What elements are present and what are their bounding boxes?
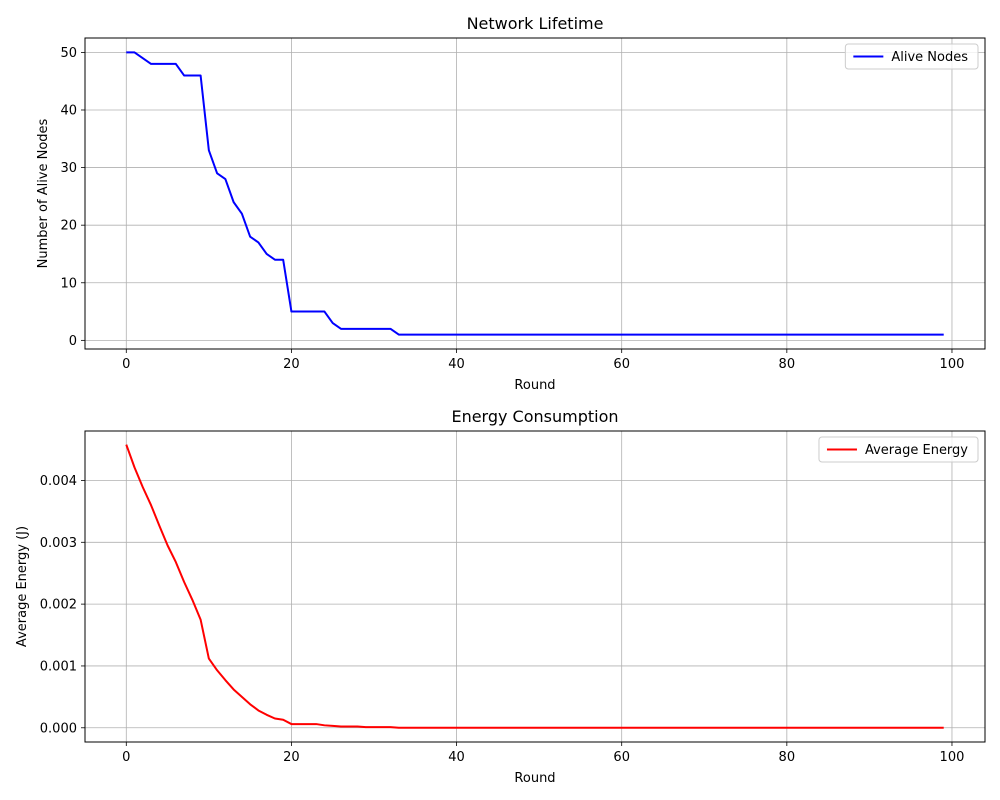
legend-label: Alive Nodes [891, 50, 968, 65]
x-axis-ticks: 0 20 40 60 80 100 [122, 349, 964, 372]
x-tick-label: 80 [779, 357, 796, 372]
grid [85, 38, 985, 349]
x-tick-label: 20 [283, 750, 300, 765]
y-tick-label: 40 [60, 103, 77, 118]
y-tick-label: 20 [60, 219, 77, 234]
plot-frame [84, 37, 986, 350]
legend-box [844, 43, 979, 70]
y-axis-ticks: 0 10 20 30 40 50 [60, 46, 85, 349]
legend-label: Average Energy [865, 443, 968, 458]
x-tick-label: 60 [613, 357, 630, 372]
x-tick-label: 100 [940, 750, 965, 765]
chart-title: Energy Consumption [451, 407, 618, 426]
series-line [125, 444, 944, 729]
x-tick-label: 0 [122, 357, 130, 372]
legend: Average Energy [818, 436, 979, 463]
x-tick-label: 20 [283, 357, 300, 372]
chart-title: Network Lifetime [467, 14, 604, 33]
y-tick-label: 50 [60, 46, 77, 61]
x-tick-label: 40 [448, 750, 465, 765]
chart-energy-consumption: 0 20 40 60 80 100 0.000 0.001 0.002 0.003 0.004 E… [15, 407, 986, 786]
plot-area [85, 431, 985, 742]
x-tick-label: 0 [122, 750, 130, 765]
y-tick-label: 0.004 [40, 474, 77, 489]
x-tick-label: 100 [940, 357, 965, 372]
legend-box [818, 436, 979, 463]
x-axis-label: Round [514, 771, 555, 786]
series-lines [126, 51, 944, 336]
y-tick-label: 30 [60, 161, 77, 176]
y-axis-label: Average Energy (J) [15, 526, 30, 647]
x-axis-label: Round [514, 378, 555, 393]
x-tick-label: 60 [613, 750, 630, 765]
y-tick-label: 0.002 [40, 598, 77, 613]
legend: Alive Nodes [844, 43, 979, 70]
y-tick-label: 0 [69, 334, 77, 349]
plot-area [85, 38, 985, 349]
y-tick-label: 0.001 [40, 659, 77, 674]
y-axis-ticks: 0.000 0.001 0.002 0.003 0.004 [40, 474, 85, 736]
series-lines [125, 444, 944, 729]
series-line [126, 51, 944, 336]
x-axis-ticks: 0 20 40 60 80 100 [122, 742, 964, 765]
x-tick-label: 40 [448, 357, 465, 372]
chart-network-lifetime: 0 20 40 60 80 100 0 10 20 30 40 50 Network Lifetim… [36, 14, 986, 393]
plot-frame [84, 430, 986, 743]
x-tick-label: 80 [779, 750, 796, 765]
y-axis-label: Number of Alive Nodes [36, 118, 51, 268]
y-tick-label: 0.003 [40, 536, 77, 551]
y-tick-label: 0.000 [40, 721, 77, 736]
y-tick-label: 10 [60, 276, 77, 291]
